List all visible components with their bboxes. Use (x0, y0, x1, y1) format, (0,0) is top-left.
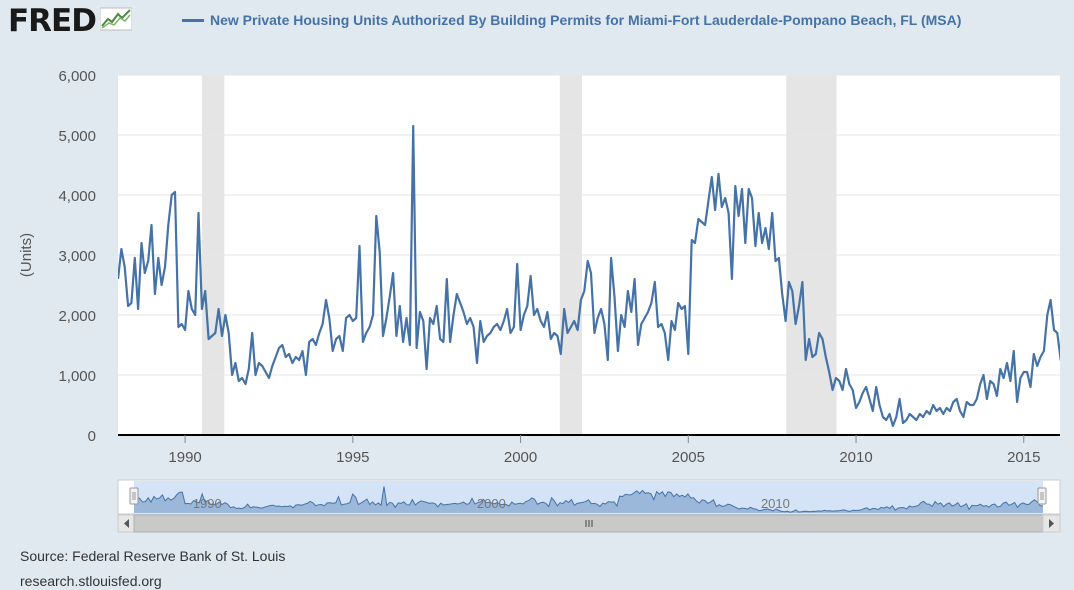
navigator-year-label: 2010 (761, 496, 790, 511)
x-tick-label: 1990 (168, 449, 201, 466)
navigator-handle-left[interactable] (129, 487, 139, 505)
series-line-0[interactable] (118, 124, 1074, 428)
x-tick-label: 2010 (839, 449, 872, 466)
y-tick-label: 0 (88, 428, 96, 445)
navigator-labels: 1990 2000 2010 (193, 496, 790, 511)
chevron-left-arrow (124, 519, 129, 528)
y-tick-label: 3,000 (58, 248, 96, 265)
chart-legend[interactable]: New Private Housing Units Authorized By … (182, 10, 1042, 30)
y-axis-label: (Units) (18, 233, 35, 277)
source-url[interactable]: research.stlouisfed.org (20, 573, 162, 589)
scrollbar[interactable] (117, 514, 1061, 533)
series-lines (118, 124, 1074, 428)
navigator-area (134, 486, 1043, 513)
legend-series-label: New Private Housing Units Authorized By … (210, 12, 962, 28)
y-tick-labels: 0 1,000 2,000 3,000 4,000 5,000 6,000 (58, 68, 96, 445)
x-tick-labels: 1990 1995 2000 2005 2010 2015 (168, 435, 1040, 466)
source-credit: Source: Federal Reserve Bank of St. Loui… (20, 548, 286, 564)
y-tick-label: 2,000 (58, 308, 96, 325)
fred-logo-text: FRED (8, 3, 97, 39)
y-tick-label: 6,000 (58, 68, 96, 85)
navigator-year-label: 1990 (193, 496, 222, 511)
chart-canvas: 0 1,000 2,000 3,000 4,000 5,000 6,000 1990 1995… (18, 68, 1074, 533)
grid-lines (118, 74, 1060, 376)
y-tick-label: 4,000 (58, 188, 96, 205)
y-tick-label: 5,000 (58, 128, 96, 145)
x-tick-label: 2005 (672, 449, 705, 466)
navigator-series (133, 486, 1044, 513)
navigator-year-label: 2000 (477, 496, 506, 511)
scroll-grip-icon (585, 520, 593, 527)
legend-line-swatch (182, 19, 204, 22)
navigator-handle-right[interactable] (1037, 487, 1047, 505)
y-tick-label: 1,000 (58, 368, 96, 385)
chevron-right-arrow (1049, 519, 1054, 528)
x-tick-label: 2015 (1007, 449, 1040, 466)
x-tick-label: 1995 (336, 449, 369, 466)
x-tick-label: 2000 (504, 449, 537, 466)
range-navigator[interactable]: 1990 2000 2010 (117, 479, 1061, 515)
navigator-line (133, 486, 1044, 513)
